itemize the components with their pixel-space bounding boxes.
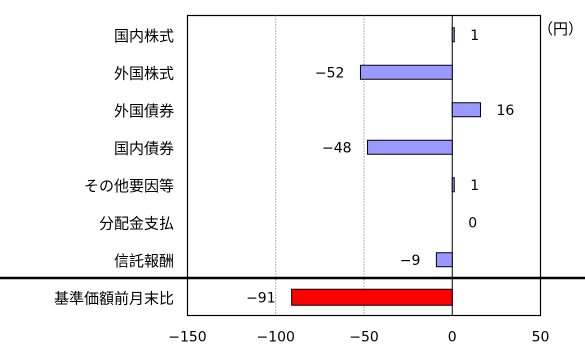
grid-lines: [275, 15, 365, 316]
value-label: 1: [470, 178, 479, 194]
bar: [451, 102, 481, 118]
value-label: −9: [400, 253, 421, 269]
category-label: 外国債券: [114, 102, 174, 120]
category-label: 外国株式: [114, 64, 174, 82]
bar: [367, 139, 453, 155]
category-label: 信託報酬: [114, 252, 174, 270]
bar: [451, 177, 455, 193]
bar: [451, 27, 455, 43]
value-labels: 1 −52 16 −48 1 0 −9 −91: [246, 28, 514, 307]
category-label: 基準価額前月末比: [54, 289, 174, 307]
value-label: 1: [470, 28, 479, 44]
value-label: −48: [322, 140, 352, 156]
bars: [291, 27, 481, 306]
bar: [359, 64, 453, 80]
value-label: 16: [496, 103, 514, 119]
x-tick-label: −150: [168, 330, 206, 346]
value-label: −52: [315, 65, 345, 81]
category-label: その他要因等: [84, 177, 174, 195]
bar: [435, 252, 453, 268]
x-tick-label: −100: [257, 330, 295, 346]
x-tick-labels: −150 −100 −50 0 50: [168, 330, 549, 346]
category-label: 国内株式: [114, 27, 174, 45]
bar: [291, 288, 453, 306]
x-tick-label: 50: [532, 330, 550, 346]
x-tick-label: −50: [349, 330, 379, 346]
value-label: −91: [246, 290, 276, 306]
category-label: 国内債券: [114, 139, 174, 157]
value-label: 0: [468, 215, 477, 231]
unit-label: （円）: [537, 20, 583, 38]
category-label: 分配金支払: [99, 214, 174, 232]
x-tick-label: 0: [448, 330, 457, 346]
